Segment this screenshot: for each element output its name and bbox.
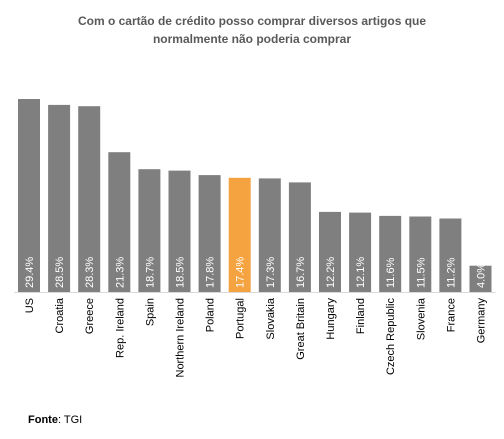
bar-greece bbox=[78, 106, 101, 292]
value-label: 16.7% bbox=[295, 257, 307, 288]
chart-title-line-1: Com o cartão de crédito posso comprar di… bbox=[77, 14, 427, 28]
bar-czech-republic bbox=[379, 215, 402, 292]
category-label: Greece bbox=[84, 298, 96, 334]
category-label: Great Britain bbox=[295, 298, 307, 360]
bar-germany bbox=[469, 265, 492, 292]
category-label: Finland bbox=[355, 298, 367, 334]
category-label: Northern Ireland bbox=[175, 298, 187, 378]
value-label: 17.3% bbox=[265, 257, 277, 288]
bar-finland bbox=[349, 212, 372, 292]
value-label: 18.7% bbox=[144, 257, 156, 288]
bar-portugal bbox=[228, 177, 251, 292]
category-label: Poland bbox=[205, 298, 217, 332]
value-label: 12.2% bbox=[325, 257, 337, 288]
value-label: 28.5% bbox=[54, 257, 66, 288]
source-text: TGI bbox=[63, 414, 83, 426]
value-label: 12.1% bbox=[355, 257, 367, 288]
bar-rep-ireland bbox=[108, 152, 131, 292]
category-label: Rep. Ireland bbox=[114, 298, 126, 358]
category-label: Slovenia bbox=[415, 297, 427, 340]
category-label: Slovakia bbox=[265, 297, 277, 339]
category-label: Croatia bbox=[54, 297, 66, 333]
value-label: 11.2% bbox=[445, 257, 457, 288]
category-label: France bbox=[445, 298, 457, 332]
source-note: Fonte: TGI bbox=[28, 414, 82, 426]
value-label: 28.3% bbox=[84, 257, 96, 288]
value-label: 11.6% bbox=[385, 257, 397, 288]
category-label: Spain bbox=[144, 298, 156, 326]
category-label: Hungary bbox=[325, 298, 337, 340]
bar-spain bbox=[138, 169, 161, 292]
chart-title: Com o cartão de crédito posso comprar di… bbox=[0, 12, 504, 48]
bar-slovenia bbox=[409, 216, 432, 292]
category-label: Germany bbox=[476, 298, 488, 344]
value-label: 17.4% bbox=[235, 257, 247, 288]
value-label: 4.0% bbox=[476, 263, 488, 288]
bar-great-britain bbox=[288, 182, 311, 292]
source-label: Fonte bbox=[28, 414, 58, 426]
bar-us bbox=[18, 99, 40, 292]
bar-france bbox=[439, 218, 462, 292]
bar-hungary bbox=[319, 211, 341, 292]
value-label: 18.5% bbox=[175, 257, 187, 288]
category-label: US bbox=[24, 298, 36, 313]
bar-croatia bbox=[48, 104, 71, 293]
source-separator: : bbox=[57, 414, 64, 426]
bar-northern-ireland bbox=[168, 170, 191, 292]
value-label: 17.8% bbox=[205, 257, 217, 288]
value-label: 11.5% bbox=[415, 257, 427, 288]
category-label: Czech Republic bbox=[385, 298, 397, 376]
value-label: 21.3% bbox=[114, 257, 126, 288]
category-label: Portugal bbox=[235, 298, 247, 339]
bar-poland bbox=[198, 175, 221, 292]
chart-title-line-2: normalmente não poderia comprar bbox=[152, 32, 352, 46]
value-label: 29.4% bbox=[24, 257, 36, 288]
bar-slovakia bbox=[258, 178, 281, 292]
